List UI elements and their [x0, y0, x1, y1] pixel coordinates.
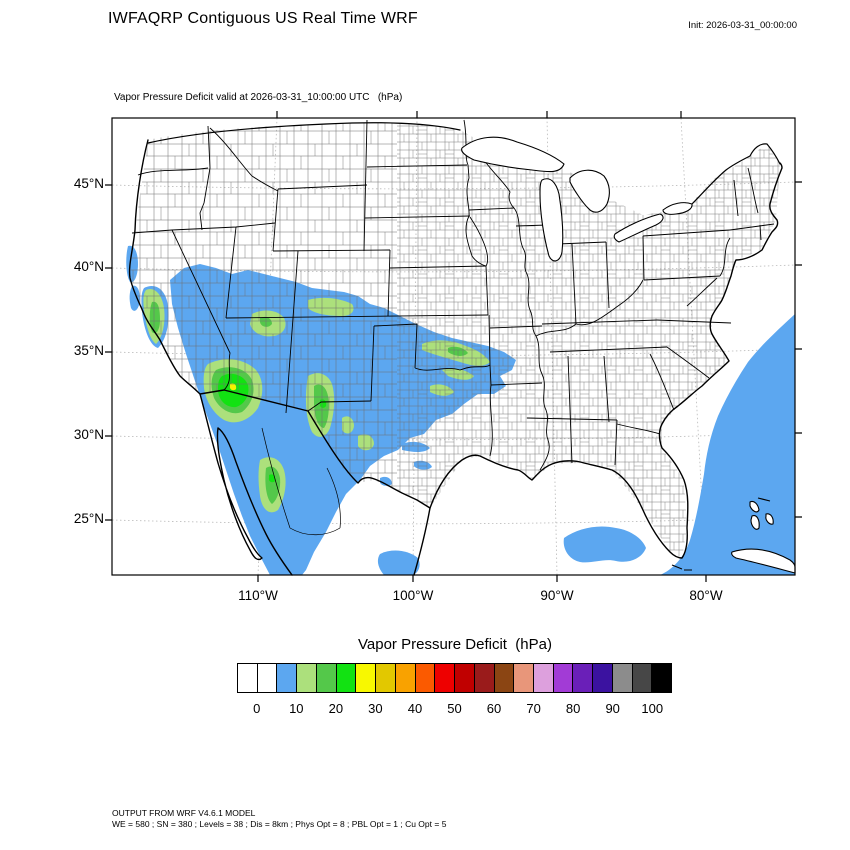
lon-label-100w: 100°W: [392, 588, 434, 603]
vpd-region-gulf: [563, 526, 646, 563]
colorbar-cell: [494, 664, 515, 692]
page-title: IWFAQRP Contiguous US Real Time WRF: [108, 10, 418, 27]
bahamas: [765, 513, 774, 525]
footer-line-1: OUTPUT FROM WRF V4.6.1 MODEL: [112, 808, 256, 818]
coastline: [128, 139, 783, 576]
lon-label-80w: 80°W: [689, 588, 723, 603]
bahamas: [750, 515, 760, 530]
colorbar-tick-label: 10: [289, 701, 304, 716]
colorbar-title: Vapor Pressure Deficit (hPa): [358, 636, 552, 653]
lon-label-110w: 110°W: [238, 588, 278, 603]
colorbar-cell: [257, 664, 278, 692]
footer-line-2: WE = 580 ; SN = 380 ; Levels = 38 ; Dis …: [112, 819, 447, 829]
lake-ontario: [662, 202, 693, 215]
colorbar-cell: [238, 664, 258, 692]
colorbar-tick-label: 80: [565, 701, 581, 716]
map-frame: [105, 111, 802, 582]
lake-huron: [569, 169, 610, 213]
colorbar-cell: [316, 664, 337, 692]
colorbar-cell: [553, 664, 574, 692]
colorbar-cell: [652, 664, 672, 692]
bahamas: [749, 500, 760, 513]
colorbar-tick-label: 90: [605, 701, 620, 716]
bahamas: [757, 497, 771, 502]
colorbar-cell: [356, 664, 377, 692]
colorbar-cell: [573, 664, 594, 692]
colorbar: [237, 663, 672, 693]
colorbar-tick-label: 100: [641, 701, 664, 716]
mexico-boundaries: [261, 427, 341, 536]
state-boundaries: [131, 119, 775, 471]
colorbar-tick-label: 50: [447, 701, 462, 716]
lat-label-45n: 45°N: [73, 176, 104, 191]
great-lakes: [461, 136, 693, 262]
colorbar-tick-label: 70: [526, 701, 541, 716]
lon-label-90w: 90°W: [540, 588, 574, 603]
colorbar-cell: [612, 664, 633, 692]
colorbar-cell: [632, 664, 653, 692]
colorbar-cell: [376, 664, 396, 692]
colorbar-cell: [593, 664, 613, 692]
lake-erie: [613, 213, 664, 243]
lat-label-25n: 25°N: [73, 511, 104, 526]
colorbar-cell: [415, 664, 436, 692]
model-footer: OUTPUT FROM WRF V4.6.1 MODEL WE = 580 ; …: [112, 808, 446, 830]
colorbar-cell: [455, 664, 475, 692]
vpd-speck: [377, 550, 420, 575]
lat-label-40n: 40°N: [73, 259, 104, 274]
lat-label-30n: 30°N: [73, 427, 104, 442]
canada-border: [147, 122, 781, 205]
colorbar-tick-label: 20: [328, 701, 344, 716]
colorbar-tick-label: 30: [368, 701, 383, 716]
county-texture: [130, 122, 780, 559]
lake-superior: [461, 136, 565, 173]
conus-map-canvas: [105, 111, 802, 582]
init-time-label: Init: 2026-03-31_00:00:00: [688, 20, 797, 31]
colorbar-cell: [435, 664, 456, 692]
colorbar-tick-label: 60: [486, 701, 502, 716]
lat-label-35n: 35°N: [73, 343, 104, 358]
colorbar-cell: [395, 664, 416, 692]
colorbar-cell: [474, 664, 495, 692]
colorbar-cell: [297, 664, 317, 692]
colorbar-cell: [514, 664, 535, 692]
colorbar-tick-label: 0: [253, 701, 261, 716]
islands: [671, 497, 796, 574]
colorbar-cell: [336, 664, 357, 692]
vpd-region-atlantic: [660, 314, 795, 575]
colorbar-tick-label: 40: [407, 701, 423, 716]
valid-time-subtitle: Vapor Pressure Deficit valid at 2026-03-…: [114, 92, 403, 103]
florida-keys: [671, 564, 692, 571]
colorbar-cell: [277, 664, 298, 692]
lake-michigan: [539, 178, 564, 262]
colorbar-ticks: 0 10 20 30 40 50 60 70 80 90 100: [237, 701, 672, 717]
vpd-brightgreen: [268, 474, 276, 483]
axis-ticks: [105, 111, 802, 582]
colorbar-cell: [534, 664, 554, 692]
